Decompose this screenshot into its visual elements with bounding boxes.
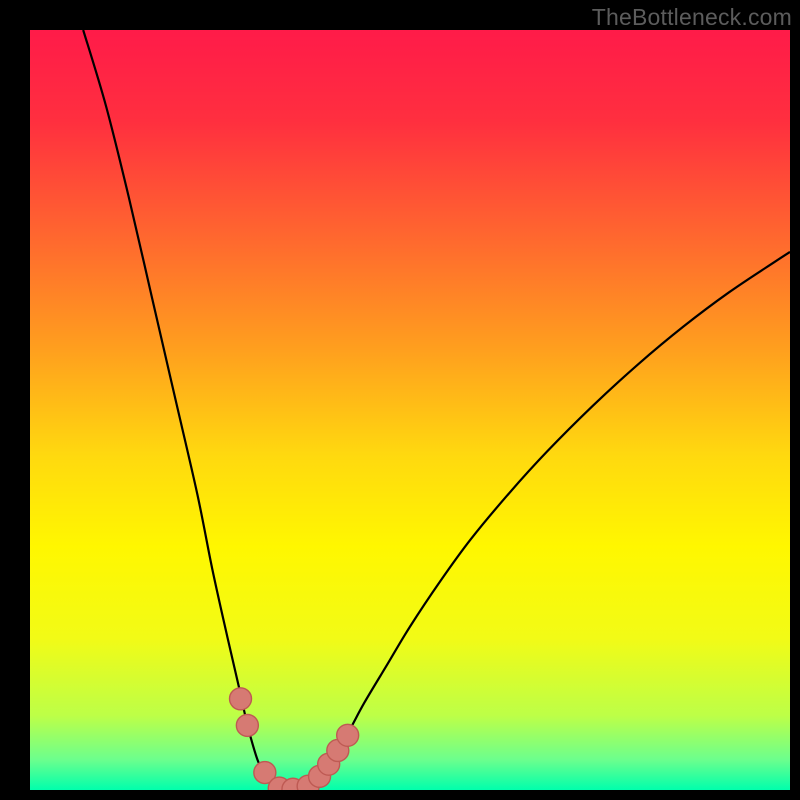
marker-point xyxy=(230,688,252,710)
chart-svg-layer xyxy=(0,0,800,800)
marker-point xyxy=(236,714,258,736)
bottleneck-curve xyxy=(83,30,790,790)
marker-point xyxy=(337,724,359,746)
